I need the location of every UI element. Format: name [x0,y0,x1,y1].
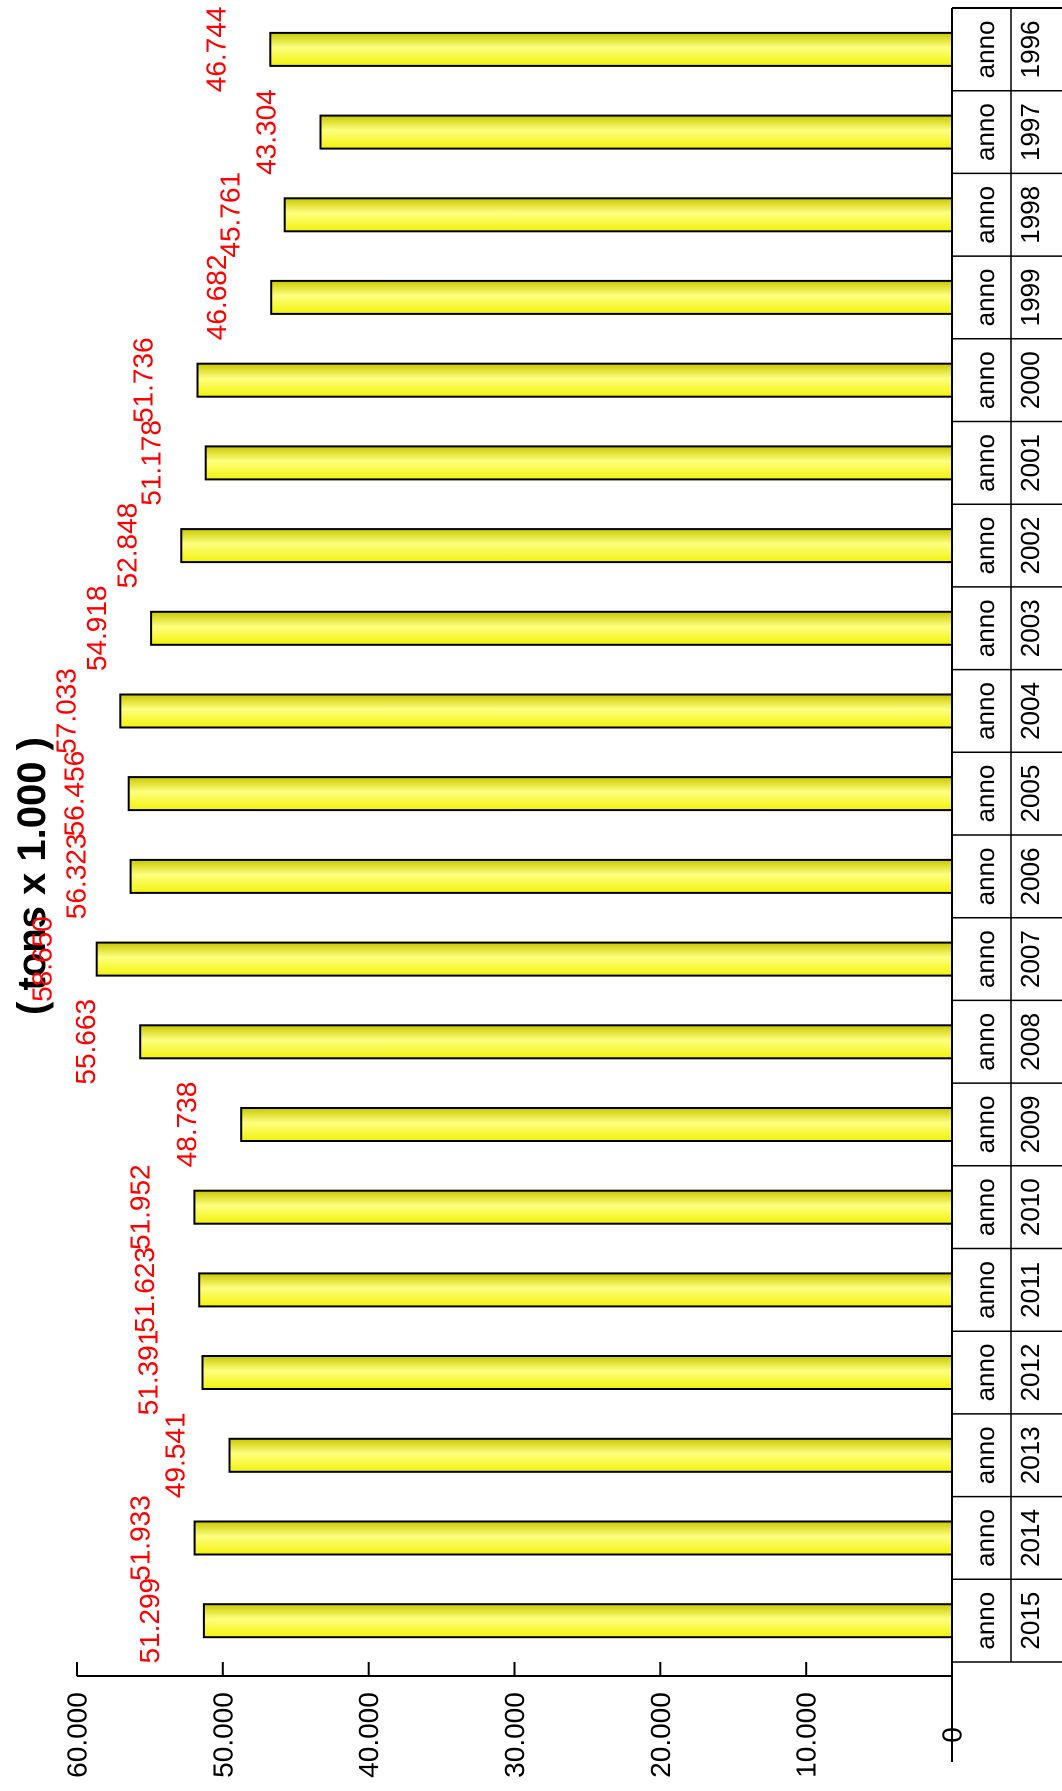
category-prefix-label: anno [970,682,1000,740]
bar [150,610,954,646]
data-label: 51.623 [129,1247,160,1333]
bar [319,114,953,150]
data-label: 51.391 [133,1330,164,1416]
data-label: 51.736 [128,337,159,423]
bar [204,445,953,481]
category-prefix-label: anno [970,186,1000,244]
bar [196,362,953,398]
bar [270,279,953,315]
category-year-label: 2007 [1015,930,1045,988]
category-year-label: 2008 [1015,1013,1045,1071]
category-year-label: 2010 [1015,1178,1045,1236]
bar [202,1603,953,1639]
category-prefix-label: anno [970,930,1000,988]
category-year-label: 2013 [1015,1426,1045,1484]
category-year-label: 2005 [1015,765,1045,823]
data-label: 46.744 [200,7,231,93]
bar [198,1272,953,1308]
data-label: 55.663 [70,999,101,1085]
bar [180,528,954,564]
bar [193,1520,954,1556]
category-prefix-label: anno [970,847,1000,905]
data-label: 51.178 [136,420,167,506]
value-tick-label: 30.000 [499,1692,530,1778]
category-prefix-label: anno [970,20,1000,78]
bar [228,1437,953,1473]
data-label: 51.299 [134,1578,165,1664]
category-year-label: 1997 [1015,103,1045,161]
bar [283,197,953,233]
category-year-label: 2006 [1015,847,1045,905]
value-tick-label: 10.000 [791,1692,822,1778]
category-prefix-label: anno [970,1509,1000,1567]
bar [201,1355,953,1390]
category-year-label: 1998 [1015,186,1045,244]
category-prefix-label: anno [970,1426,1000,1484]
data-label: 46.682 [201,255,232,341]
category-year-label: 2015 [1015,1592,1045,1650]
data-label: 51.933 [125,1495,156,1581]
category-year-label: 2001 [1015,434,1045,492]
category-year-label: 2014 [1015,1509,1045,1567]
value-axis: 0 10.000 20.000 30.000 40.000 50.000 60.000 [62,1662,968,1778]
value-tick-label: 40.000 [353,1692,384,1778]
category-year-label: 2000 [1015,351,1045,409]
category-prefix-label: anno [970,765,1000,823]
category-prefix-label: anno [970,268,1000,326]
category-year-label: 2011 [1015,1262,1045,1318]
data-label: 49.541 [160,1412,191,1498]
category-year-label: 2003 [1015,599,1045,657]
bar [129,858,954,894]
bar [139,1024,953,1060]
data-label: 51.952 [124,1164,155,1250]
category-year-label: 2009 [1015,1096,1045,1154]
data-label: 58.650 [27,916,58,1002]
data-label: 43.304 [251,89,282,175]
bar [119,693,954,729]
category-prefix-label: anno [970,1013,1000,1071]
bar [193,1189,953,1225]
category-prefix-label: anno [970,1178,1000,1236]
category-prefix-label: anno [970,1592,1000,1650]
category-year-label: 1999 [1015,268,1045,326]
category-year-label: 2004 [1015,682,1045,740]
category-year-label: 2002 [1015,517,1045,575]
value-tick-label: 0 [937,1727,968,1743]
category-prefix-label: anno [970,103,1000,161]
bar [127,776,953,812]
data-label: 52.848 [111,503,142,589]
category-table: anno 1996 anno 1997 anno 1998 anno 1999 anno 2000… [951,7,1062,1762]
bar [95,941,953,977]
data-label: 56.323 [61,834,92,920]
category-prefix-label: anno [970,351,1000,409]
category-prefix-label: anno [970,1261,1000,1319]
value-tick-label: 20.000 [645,1692,676,1778]
bars-layer [95,31,954,1639]
data-label: 48.738 [171,1082,202,1168]
data-label: 57.033 [50,668,81,754]
category-prefix-label: anno [970,1344,1000,1402]
data-label: 54.918 [81,585,112,671]
category-prefix-label: anno [970,434,1000,492]
value-tick-label: 50.000 [207,1692,238,1778]
category-year-label: 1996 [1015,20,1045,78]
category-prefix-label: anno [970,1096,1000,1154]
category-year-label: 2012 [1015,1344,1045,1402]
category-prefix-label: anno [970,517,1000,575]
value-tick-label: 60.000 [62,1692,93,1778]
data-label: 56.456 [59,751,90,837]
data-label: 45.761 [215,172,246,258]
chart-title: ( tons x 1.000 ) [10,737,54,1015]
category-prefix-label: anno [970,599,1000,657]
bar [269,31,953,67]
bar [240,1107,953,1142]
